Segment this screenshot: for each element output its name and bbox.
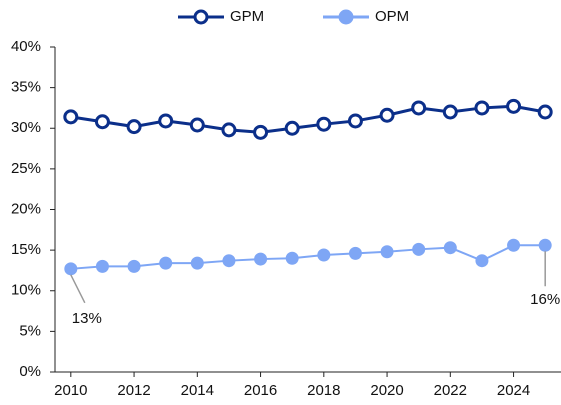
y-tick-label: 20% [11,200,41,217]
point [411,100,427,116]
x-tick-label: 2020 [370,382,403,399]
point [253,124,269,140]
point [507,238,521,252]
point [189,117,205,133]
data-label: 13% [72,310,102,327]
point [285,251,299,265]
x-tick-label: 2014 [181,382,214,399]
legend-label: OPM [375,8,409,25]
x-tick-label: 2024 [497,382,530,399]
y-tick-label: 0% [19,363,41,380]
x-tick-label: 2022 [434,382,467,399]
point [475,254,489,268]
leader-line [70,274,86,304]
point [63,109,79,125]
y-tick-label: 10% [11,282,41,299]
point [127,259,141,273]
point [158,113,174,129]
y-tick-label: 25% [11,160,41,177]
y-tick-label: 30% [11,119,41,136]
point [506,98,522,114]
legend-marker [338,9,354,25]
point [221,122,237,138]
point [442,104,458,120]
point [64,262,78,276]
point [159,256,173,270]
y-tick-label: 40% [11,38,41,55]
x-tick-label: 2012 [117,382,150,399]
y-tick-label: 5% [19,322,41,339]
legend-label: GPM [230,8,264,25]
series-line [70,104,546,134]
point [94,114,110,130]
point [126,119,142,135]
x-tick-label: 2018 [307,382,340,399]
point [347,113,363,129]
point [379,107,395,123]
point [380,245,394,259]
point [284,120,300,136]
x-tick-label: 2010 [54,382,87,399]
point [316,116,332,132]
point [317,248,331,262]
series-line [70,244,546,270]
point [443,241,457,255]
point [474,100,490,116]
point [537,104,553,120]
data-label: 16% [530,291,560,308]
point [348,246,362,260]
point [412,242,426,256]
legend-marker [193,9,209,25]
point [538,238,552,252]
x-tick-label: 2016 [244,382,277,399]
y-tick-label: 35% [11,79,41,96]
point [254,252,268,266]
y-tick-label: 15% [11,241,41,258]
point [190,256,204,270]
point [95,259,109,273]
point [222,254,236,268]
